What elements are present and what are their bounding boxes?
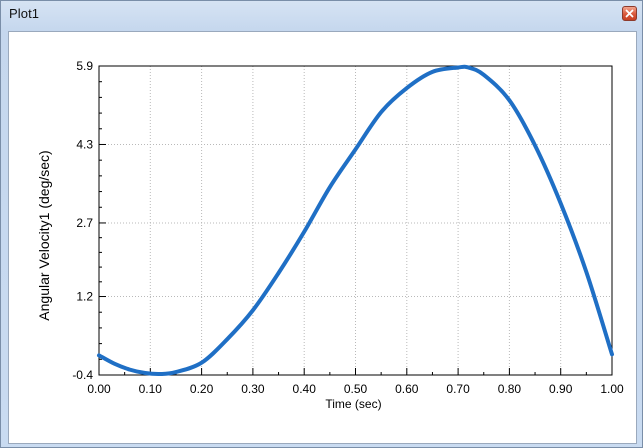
y-tick-label: 1.2 [76, 290, 93, 304]
x-tick-label: 0.90 [549, 382, 573, 396]
window-title: Plot1 [9, 6, 40, 21]
title-bar[interactable]: Plot1 [1, 1, 642, 28]
close-button[interactable] [622, 6, 637, 21]
x-tick-label: 1.00 [600, 382, 624, 396]
plot-frame [98, 65, 613, 376]
x-tick-label: 0.00 [87, 382, 111, 396]
y-tick-label: 4.3 [76, 137, 93, 151]
close-icon [625, 9, 634, 18]
x-tick-label: 0.40 [293, 382, 317, 396]
series-line [97, 64, 614, 377]
line-chart: 0.00 0.10 0.20 0.30 0.40 0.50 0.60 0.70 0.80 0.90… [36, 59, 624, 411]
x-tick-label: 0.10 [139, 382, 163, 396]
x-tick-label: 0.20 [190, 382, 214, 396]
x-tick-label: 0.70 [446, 382, 470, 396]
x-axis-title: Time (sec) [325, 397, 381, 411]
plot-area-container: 0.00 0.10 0.20 0.30 0.40 0.50 0.60 0.70 0.80 0.90… [8, 31, 637, 444]
y-axis-title: Angular Velocity1 (deg/sec) [36, 150, 52, 320]
x-tick-label: 0.60 [395, 382, 419, 396]
x-tick-label: 0.30 [241, 382, 265, 396]
x-tick-label: 0.50 [344, 382, 368, 396]
y-tick-label: -0.4 [72, 368, 93, 382]
y-tick-label: 5.9 [76, 59, 93, 73]
plot-background [99, 66, 612, 375]
y-tick-label: 2.7 [76, 216, 93, 230]
x-tick-label: 0.80 [498, 382, 522, 396]
